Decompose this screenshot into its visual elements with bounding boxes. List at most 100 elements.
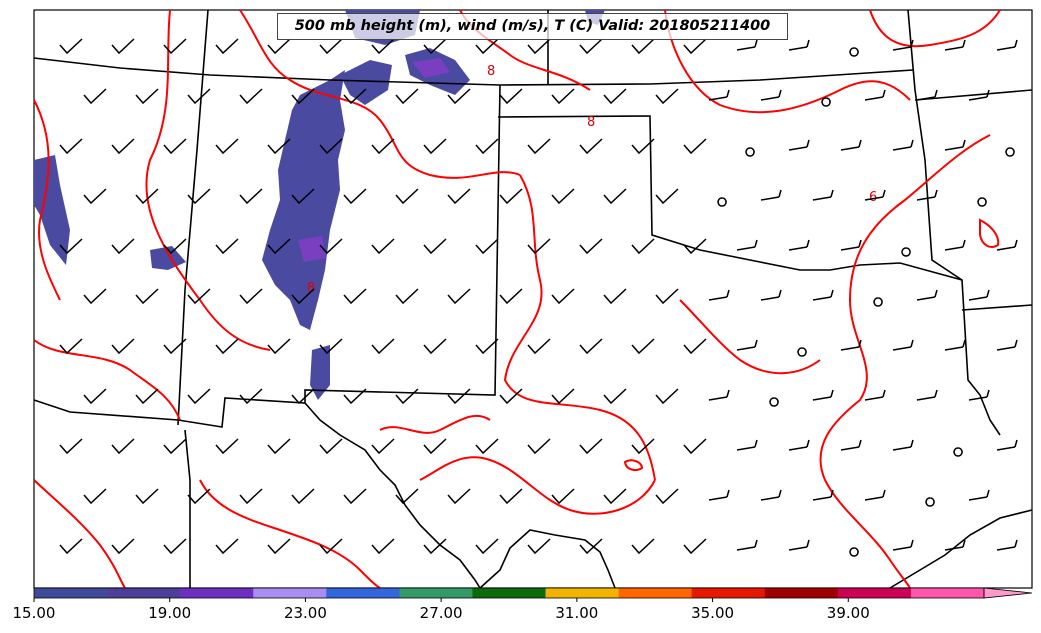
wind-barb bbox=[736, 539, 758, 551]
wind-barb bbox=[187, 388, 211, 405]
wind-barb bbox=[343, 488, 367, 505]
wind-barb bbox=[267, 238, 291, 255]
state-boundary bbox=[961, 304, 1033, 311]
calm-wind-marker bbox=[745, 147, 755, 157]
contour-line bbox=[145, 9, 271, 351]
wind-barb bbox=[708, 389, 730, 401]
wind-barb bbox=[187, 188, 211, 205]
wind-barb bbox=[944, 139, 966, 151]
wind-barb bbox=[864, 489, 886, 501]
state-boundary bbox=[177, 9, 209, 426]
wind-barb bbox=[423, 438, 447, 455]
wind-barb bbox=[423, 338, 447, 355]
wind-barb bbox=[812, 489, 834, 501]
colorbar-segment bbox=[618, 588, 693, 598]
wind-barb bbox=[968, 489, 990, 501]
wind-barb bbox=[551, 388, 575, 405]
wind-barb bbox=[916, 89, 938, 101]
contour-line bbox=[33, 339, 181, 421]
wind-barb bbox=[892, 339, 914, 351]
wind-barb bbox=[655, 188, 679, 205]
wind-barb bbox=[499, 488, 523, 505]
calm-wind-marker bbox=[977, 197, 987, 207]
wind-barb bbox=[579, 238, 603, 255]
wind-barb bbox=[239, 488, 263, 505]
wind-barb bbox=[447, 88, 471, 105]
wind-barb bbox=[864, 189, 886, 201]
wind-barb bbox=[499, 288, 523, 305]
contour-label: 8 bbox=[487, 64, 495, 79]
wind-barb bbox=[788, 439, 810, 451]
wind-barb bbox=[215, 538, 239, 555]
shaded-region bbox=[262, 70, 345, 330]
wind-barb bbox=[655, 388, 679, 405]
contour-label: 8 bbox=[587, 115, 595, 130]
calm-wind-marker bbox=[901, 247, 911, 257]
contour-label: 8 bbox=[307, 281, 315, 296]
map-title: 500 mb height (m), wind (m/s), T (C) Val… bbox=[277, 13, 788, 40]
wind-barb bbox=[631, 238, 655, 255]
wind-barb bbox=[655, 288, 679, 305]
wind-barb bbox=[215, 438, 239, 455]
wind-barb bbox=[736, 39, 758, 51]
wind-barb bbox=[111, 338, 135, 355]
wind-barb bbox=[343, 188, 367, 205]
wind-barb bbox=[475, 38, 499, 55]
wind-barb bbox=[916, 189, 938, 201]
wind-barb bbox=[395, 288, 419, 305]
contour-line bbox=[239, 9, 521, 179]
wind-barb bbox=[736, 239, 758, 251]
colorbar-tick-label: 23.00 bbox=[284, 604, 327, 622]
contour-labels: 6 8 8 8 bbox=[307, 64, 877, 296]
wind-barb bbox=[812, 189, 834, 201]
wind-barb bbox=[864, 389, 886, 401]
wind-barb bbox=[579, 438, 603, 455]
wind-barb bbox=[683, 438, 707, 455]
wind-barb bbox=[135, 288, 159, 305]
colorbar-segment bbox=[545, 588, 620, 598]
wind-barb bbox=[343, 88, 367, 105]
shaded-region bbox=[298, 236, 326, 262]
wind-barb bbox=[111, 38, 135, 55]
wind-barb bbox=[239, 88, 263, 105]
state-boundary bbox=[914, 89, 1033, 101]
calm-wind-marker bbox=[1005, 147, 1015, 157]
wind-barb bbox=[631, 438, 655, 455]
calm-wind-marker bbox=[769, 397, 779, 407]
contour-line bbox=[664, 9, 911, 114]
contour-line bbox=[623, 459, 644, 471]
wind-barb bbox=[395, 88, 419, 105]
wind-barb bbox=[83, 288, 107, 305]
wind-barb bbox=[135, 488, 159, 505]
wind-barb bbox=[708, 89, 730, 101]
wind-barb bbox=[475, 538, 499, 555]
wind-barb bbox=[163, 238, 187, 255]
wind-barb bbox=[371, 138, 395, 155]
state-boundary bbox=[184, 429, 191, 588]
wind-barb bbox=[527, 438, 551, 455]
calm-wind-marker bbox=[717, 197, 727, 207]
wind-barb bbox=[812, 389, 834, 401]
wind-barb bbox=[163, 438, 187, 455]
wind-barb bbox=[760, 289, 782, 301]
contour-line bbox=[679, 299, 821, 375]
wind-barb bbox=[968, 89, 990, 101]
wind-barb bbox=[423, 538, 447, 555]
colorbar-tick-label: 35.00 bbox=[691, 604, 734, 622]
wind-barb bbox=[527, 538, 551, 555]
wind-barb bbox=[111, 438, 135, 455]
wind-barb bbox=[371, 438, 395, 455]
wind-barb bbox=[527, 238, 551, 255]
wind-barb bbox=[996, 539, 1018, 551]
wind-barb bbox=[215, 38, 239, 55]
wind-barb bbox=[447, 488, 471, 505]
wind-barb bbox=[319, 338, 343, 355]
colorbar-segment bbox=[399, 588, 473, 598]
colorbar-segment bbox=[764, 588, 839, 598]
wind-barb bbox=[83, 488, 107, 505]
colorbar-tick-label: 39.00 bbox=[827, 604, 870, 622]
wind-barb bbox=[788, 239, 810, 251]
colorbar-segment bbox=[107, 588, 181, 598]
wind-barb bbox=[655, 488, 679, 505]
